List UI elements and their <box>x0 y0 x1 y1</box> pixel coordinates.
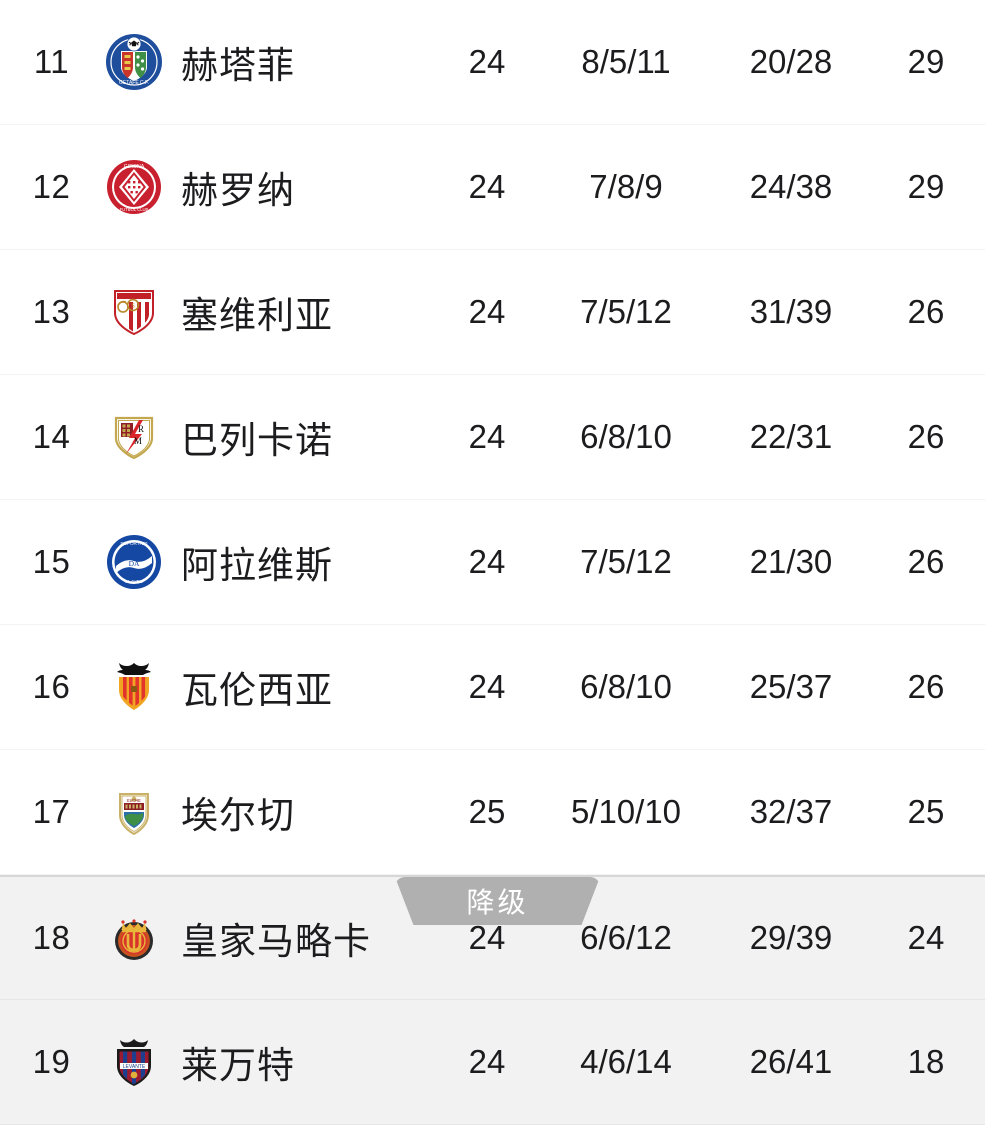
sevilla-crest-icon: S <box>105 283 163 341</box>
row-rank: 18 <box>32 919 71 956</box>
mallorca-crest-icon <box>105 909 163 967</box>
table-row[interactable]: 12 GIRONA FUTBOL CLUB 赫罗纳 <box>0 125 985 250</box>
row-goals-for-against: 20/28 <box>749 43 833 80</box>
row-team-cell[interactable]: 皇家马略卡 <box>103 909 433 967</box>
row-win-draw-loss: 6/6/12 <box>580 919 672 956</box>
row-goals-for-against: 26/41 <box>749 1043 833 1080</box>
row-points: 18 <box>907 1043 945 1080</box>
row-team-name: 塞维利亚 <box>181 295 333 336</box>
row-goals-for-against: 21/30 <box>749 543 833 580</box>
row-team-cell[interactable]: GETAFE C.F. 赫塔菲 <box>103 33 433 91</box>
svg-text:M: M <box>134 436 142 446</box>
table-row[interactable]: 13 S 塞维利亚 24 7/5/12 31/39 26 <box>0 250 985 375</box>
table-row[interactable]: 17 ELCHE 埃尔切 25 5/10/10 32/37 25 <box>0 750 985 875</box>
alaves-crest-icon: DA DEPORTIVO ALAVES <box>105 533 163 591</box>
row-team-name: 巴列卡诺 <box>181 420 333 461</box>
row-team-cell[interactable]: 瓦伦西亚 <box>103 658 433 716</box>
row-team-cell[interactable]: GIRONA FUTBOL CLUB 赫罗纳 <box>103 158 433 216</box>
row-rank: 19 <box>32 1043 71 1080</box>
row-points: 25 <box>907 793 945 830</box>
row-matches-played: 24 <box>468 43 506 80</box>
svg-text:DA: DA <box>129 559 140 568</box>
levante-crest-icon: LEVANTE <box>105 1033 163 1091</box>
row-goals-for-against: 25/37 <box>749 668 833 705</box>
row-win-draw-loss: 6/8/10 <box>580 668 672 705</box>
svg-text:LEVANTE: LEVANTE <box>123 1064 146 1070</box>
row-rank: 17 <box>32 793 71 830</box>
row-team-name: 赫罗纳 <box>181 170 295 211</box>
row-goals-for-against: 29/39 <box>749 919 833 956</box>
table-row[interactable]: 11 GETAFE C.F. 赫塔菲 24 8/5/11 20/28 <box>0 0 985 125</box>
elche-crest-icon: ELCHE <box>105 783 163 841</box>
row-team-cell[interactable]: S 塞维利亚 <box>103 283 433 341</box>
row-team-name: 阿拉维斯 <box>181 545 333 586</box>
row-rank: 13 <box>32 293 71 330</box>
row-matches-played: 24 <box>468 668 506 705</box>
row-points: 26 <box>907 668 945 705</box>
row-win-draw-loss: 8/5/11 <box>581 43 671 80</box>
table-row[interactable]: 降级 18 皇家马略卡 24 6/6/12 29/39 24 <box>0 875 985 1000</box>
row-points: 29 <box>907 43 945 80</box>
row-goals-for-against: 22/31 <box>749 418 833 455</box>
svg-text:R: R <box>138 424 144 434</box>
row-win-draw-loss: 4/6/14 <box>580 1043 672 1080</box>
svg-text:DEPORTIVO: DEPORTIVO <box>121 541 148 546</box>
row-win-draw-loss: 7/8/9 <box>589 168 663 205</box>
svg-text:GETAFE C.F.: GETAFE C.F. <box>119 80 149 86</box>
row-points: 24 <box>907 919 945 956</box>
row-win-draw-loss: 5/10/10 <box>570 793 682 830</box>
rayo-vallecano-crest-icon: R M <box>105 408 163 466</box>
row-team-cell[interactable]: ELCHE 埃尔切 <box>103 783 433 841</box>
row-team-cell[interactable]: DA DEPORTIVO ALAVES 阿拉维斯 <box>103 533 433 591</box>
row-win-draw-loss: 7/5/12 <box>580 293 672 330</box>
row-rank: 15 <box>32 543 71 580</box>
row-rank: 11 <box>33 43 70 80</box>
row-points: 29 <box>907 168 945 205</box>
svg-text:GIRONA: GIRONA <box>124 164 145 170</box>
row-rank: 16 <box>32 668 71 705</box>
getafe-crest-icon: GETAFE C.F. <box>105 33 163 91</box>
row-team-name: 赫塔菲 <box>181 45 295 86</box>
valencia-crest-icon <box>105 658 163 716</box>
table-row[interactable]: 14 R M 巴列卡诺 24 6/8/10 22/31 26 <box>0 375 985 500</box>
table-row[interactable]: 15 DA DEPORTIVO ALAVES 阿拉维斯 24 7/5/12 21… <box>0 500 985 625</box>
row-team-name: 皇家马略卡 <box>181 921 371 962</box>
row-matches-played: 24 <box>468 919 506 956</box>
row-points: 26 <box>907 543 945 580</box>
row-team-cell[interactable]: R M 巴列卡诺 <box>103 408 433 466</box>
row-team-cell[interactable]: LEVANTE 莱万特 <box>103 1033 433 1091</box>
row-points: 26 <box>907 293 945 330</box>
svg-text:ALAVES: ALAVES <box>125 579 143 584</box>
row-team-name: 瓦伦西亚 <box>181 670 333 711</box>
row-matches-played: 24 <box>468 418 506 455</box>
row-goals-for-against: 31/39 <box>749 293 833 330</box>
svg-text:FUTBOL CLUB: FUTBOL CLUB <box>120 207 149 212</box>
row-points: 26 <box>907 418 945 455</box>
row-win-draw-loss: 6/8/10 <box>580 418 672 455</box>
row-team-name: 埃尔切 <box>181 795 295 836</box>
row-rank: 14 <box>32 418 71 455</box>
row-team-name: 莱万特 <box>181 1045 295 1086</box>
row-goals-for-against: 24/38 <box>749 168 833 205</box>
girona-crest-icon: GIRONA FUTBOL CLUB <box>105 158 163 216</box>
table-row[interactable]: 16 瓦伦西亚 24 6/8/10 25/37 26 <box>0 625 985 750</box>
row-win-draw-loss: 7/5/12 <box>580 543 672 580</box>
row-rank: 12 <box>32 168 71 205</box>
row-goals-for-against: 32/37 <box>749 793 833 830</box>
table-row[interactable]: 19 LEVANTE 莱万特 24 4/6/14 26/41 18 <box>0 1000 985 1125</box>
row-matches-played: 24 <box>468 293 506 330</box>
row-matches-played: 24 <box>468 543 506 580</box>
row-matches-played: 25 <box>468 793 506 830</box>
svg-text:S: S <box>131 302 135 310</box>
svg-text:ELCHE: ELCHE <box>127 798 141 803</box>
row-matches-played: 24 <box>468 1043 506 1080</box>
row-matches-played: 24 <box>468 168 506 205</box>
